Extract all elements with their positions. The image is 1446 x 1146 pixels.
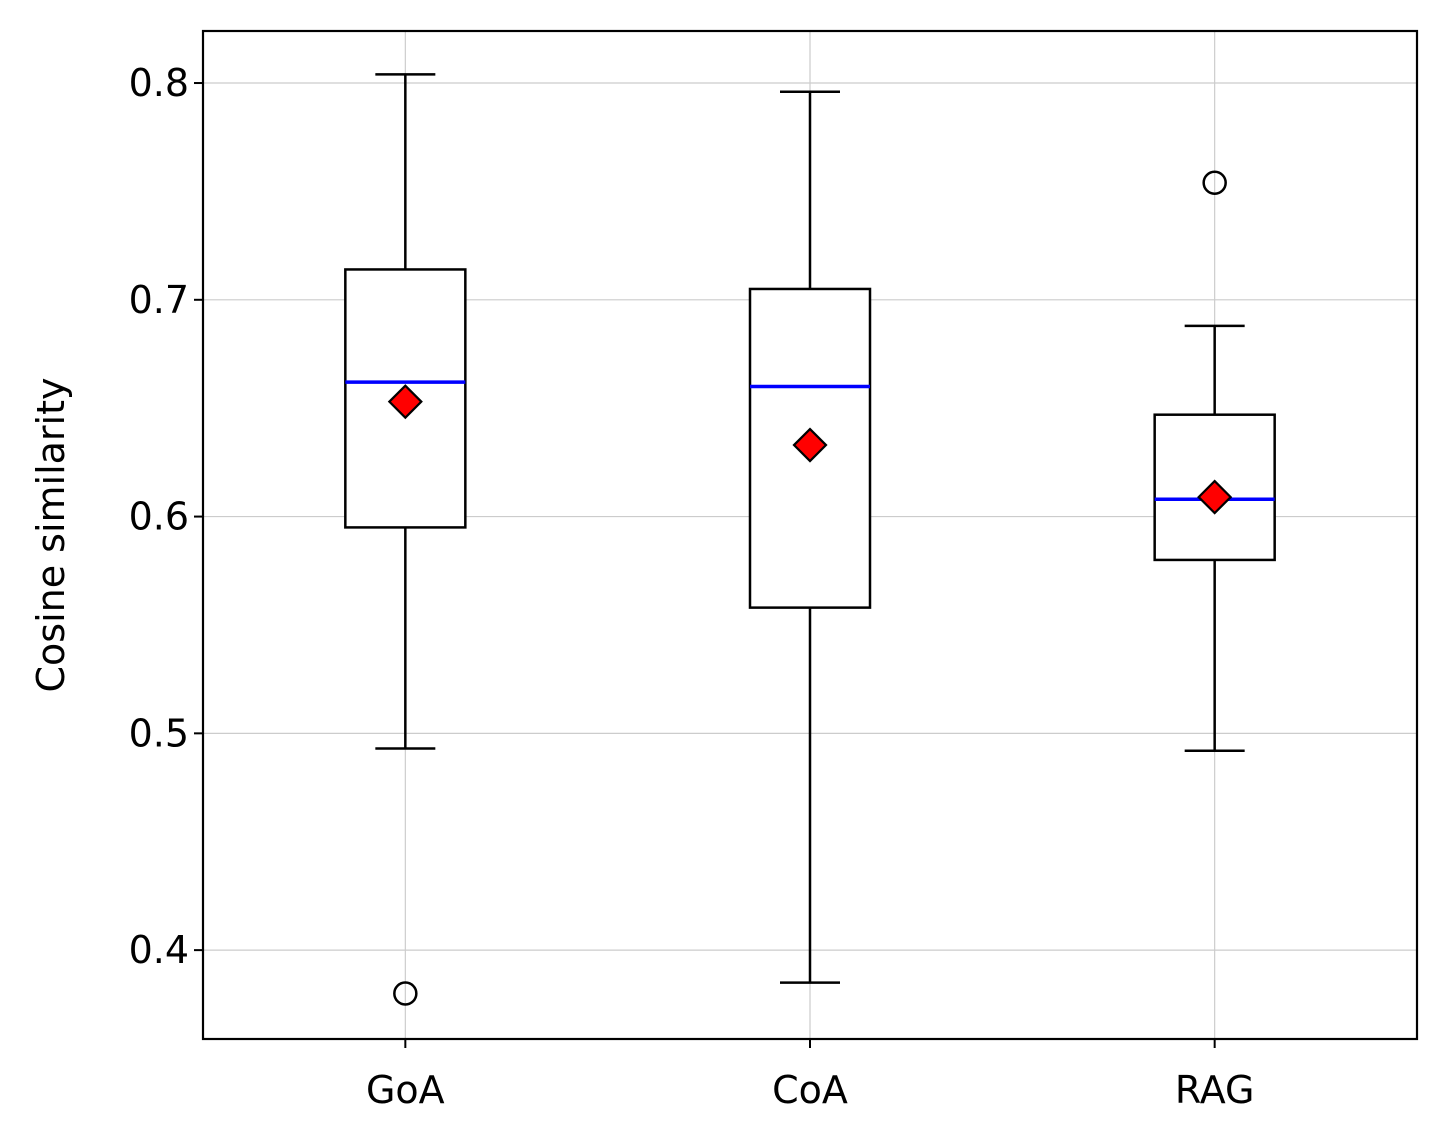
mean-marker <box>387 384 423 420</box>
outlier-point <box>393 981 418 1006</box>
outlier-point <box>1202 170 1227 195</box>
tick-layer: 0.4 0.5 0.6 0.7 0.8 GoA CoA RAG <box>129 61 1255 1112</box>
y-tick-label: 0.8 <box>129 61 189 105</box>
x-tick-label-goa: GoA <box>366 1068 445 1112</box>
mean-marker <box>792 427 828 463</box>
y-tick-label: 0.7 <box>129 278 189 322</box>
x-tick-label-rag: RAG <box>1175 1068 1255 1112</box>
y-tick-label: 0.5 <box>129 711 189 755</box>
y-tick-label: 0.4 <box>129 928 189 972</box>
box-coa <box>748 90 872 984</box>
y-tick-label: 0.6 <box>129 495 189 539</box>
box-rag <box>1153 170 1276 752</box>
x-tick-label-coa: CoA <box>772 1068 848 1112</box>
mean-marker <box>1197 479 1233 515</box>
y-axis-label: Cosine similarity <box>29 377 73 692</box>
box-goa <box>344 73 467 1006</box>
box-layer <box>344 73 1276 1006</box>
